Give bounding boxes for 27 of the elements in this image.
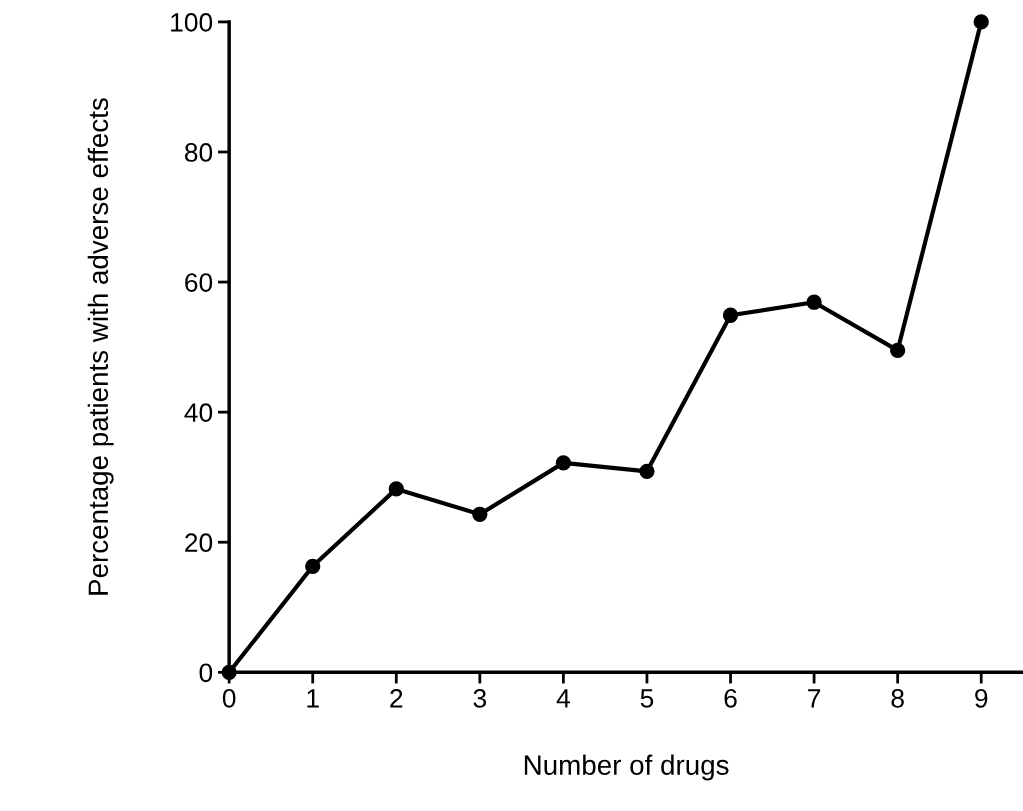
point xyxy=(639,463,655,479)
point xyxy=(555,455,572,471)
x-tick-label: 0 xyxy=(222,688,236,708)
y-tick-label: 0 xyxy=(199,663,213,683)
point xyxy=(973,14,989,30)
x-tick-label: 2 xyxy=(390,688,403,708)
y-tick-label: 20 xyxy=(185,533,213,553)
y-tick-label: 60 xyxy=(185,273,213,292)
point xyxy=(472,506,488,522)
y-axis-title: Percentage patients with adverse effects xyxy=(87,98,114,595)
x-tick-label: 3 xyxy=(473,688,487,708)
y-tick-label: 80 xyxy=(184,143,213,162)
point xyxy=(722,307,739,323)
x-tick-label: 4 xyxy=(556,689,570,708)
x-tick-label: 5 xyxy=(640,689,654,708)
x-tick-label: 6 xyxy=(724,688,737,708)
point xyxy=(388,481,404,497)
y-tick-label: 40 xyxy=(184,403,213,422)
y-tick-label: 100 xyxy=(171,13,213,32)
x-tick-label: 8 xyxy=(891,688,904,708)
point xyxy=(305,558,321,574)
point xyxy=(806,294,822,310)
point xyxy=(890,342,906,358)
x-axis-title: Number of drugs xyxy=(524,754,729,781)
x-tick-label: 9 xyxy=(975,688,988,708)
x-tick-label: 1 xyxy=(307,689,319,708)
x-tick-label: 7 xyxy=(808,689,821,708)
